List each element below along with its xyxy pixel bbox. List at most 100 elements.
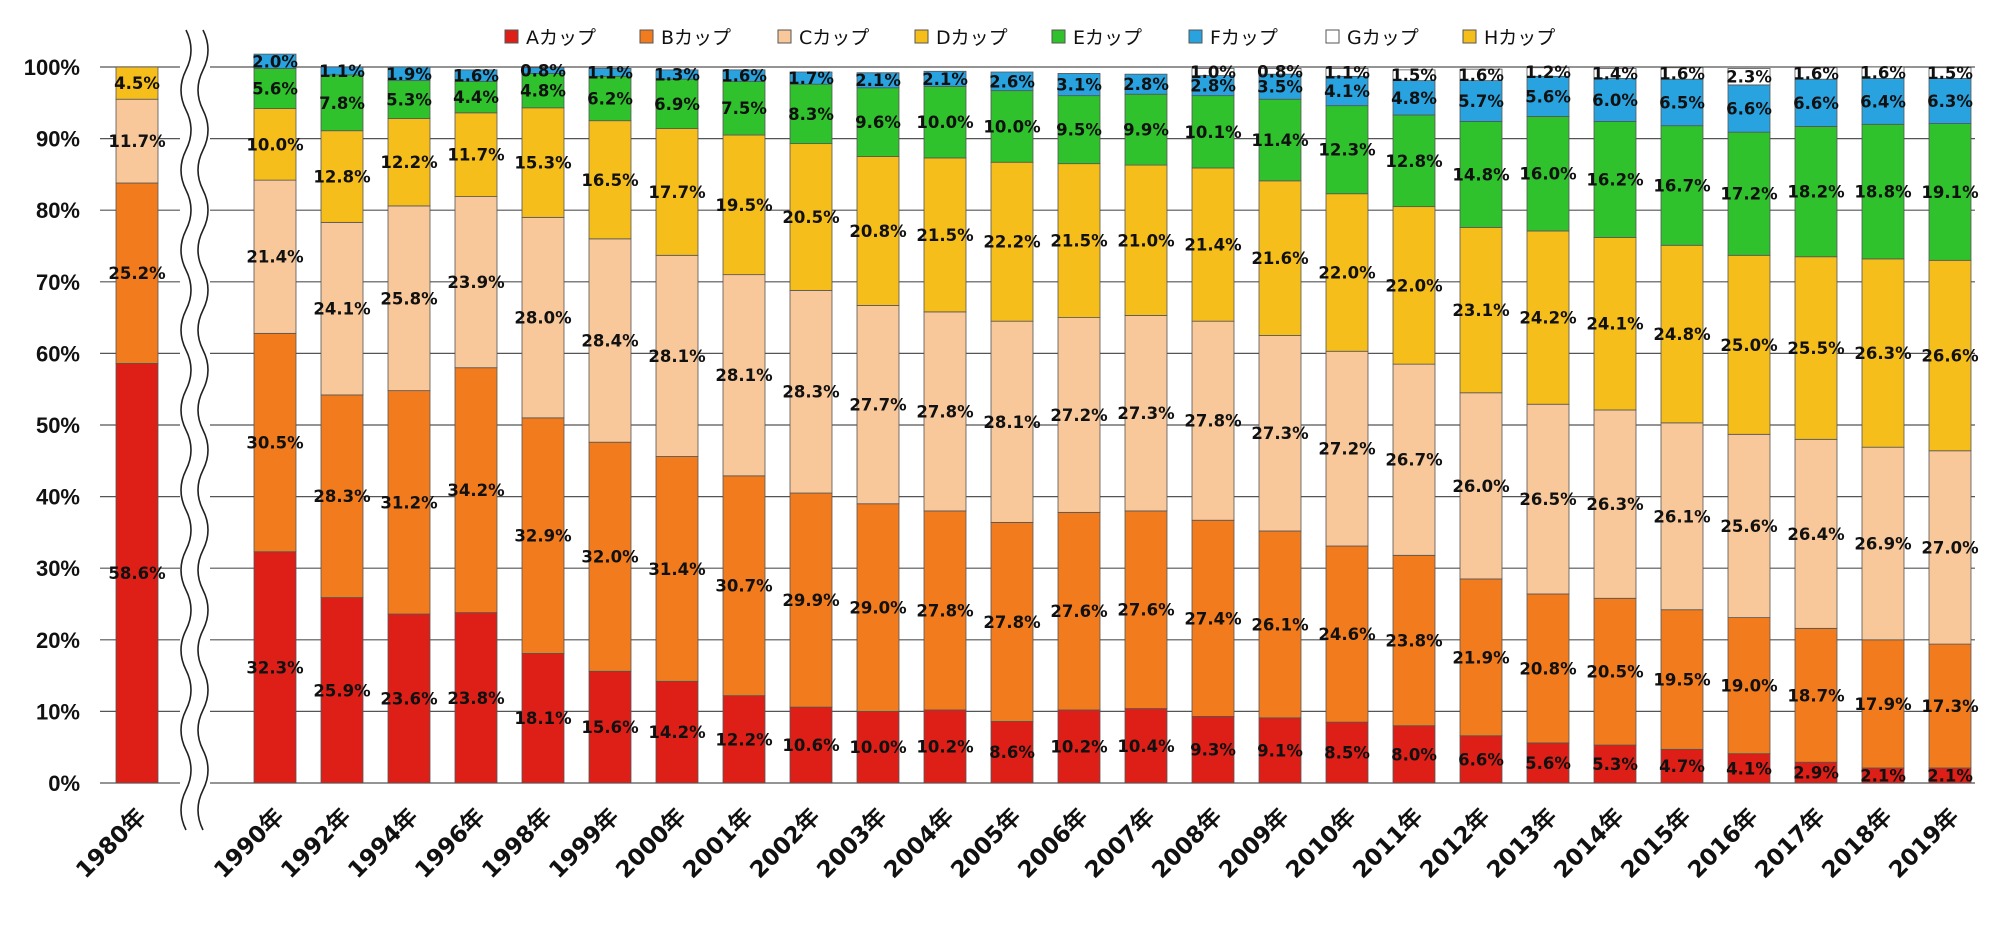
bar-segment [1392,114,1436,208]
bar-segment [253,53,297,69]
data-label: 1.7% [788,69,834,88]
data-label: 24.2% [1519,309,1577,328]
data-label: 28.4% [581,332,639,351]
y-tick-label: 0% [48,771,80,796]
x-tick-label: 2012年 [1415,803,1496,884]
bar-segment [1325,105,1369,195]
legend-label: Eカップ [1073,27,1142,49]
data-label: 11.7% [447,146,505,165]
bar-segment [115,182,159,364]
data-label: 14.8% [1452,165,1510,184]
bar-segment [990,161,1034,322]
bar-segment [1794,438,1838,629]
bar-segment [1526,116,1570,232]
legend-item: Eカップ [1051,27,1142,49]
x-tick-label: 2007年 [1080,803,1161,884]
data-label: 12.3% [1318,141,1376,160]
legend-label: Cカップ [799,27,869,49]
bar-segment [1593,744,1637,784]
bar-segment [789,83,833,145]
bar-segment [387,118,431,207]
data-label: 8.0% [1391,745,1437,764]
data-label: 29.0% [849,599,907,618]
bar-segment [990,320,1034,523]
y-tick-label: 10% [36,699,80,724]
axis-break-line [197,29,209,831]
bar-segment [1325,68,1369,77]
bar-segment [1392,69,1436,82]
x-tick-label: 2014年 [1549,803,1630,884]
bar-segment [1258,717,1302,784]
bar-segment [1526,593,1570,744]
data-label: 27.8% [1184,412,1242,431]
bar-segment [1191,68,1235,76]
data-label: 20.8% [1519,659,1577,678]
data-label: 19.5% [1653,671,1711,690]
y-tick-label: 70% [36,270,80,295]
bar-segment [722,695,766,784]
data-label: 10.1% [1184,123,1242,142]
data-label: 4.5% [114,74,160,93]
data-label: 27.7% [849,396,907,415]
legend-item: Dカップ [914,27,1008,49]
data-label: 32.3% [246,658,304,677]
legend-item: Bカップ [639,27,731,49]
data-label: 1.6% [1793,64,1839,83]
bar-segment [1660,609,1704,750]
x-tick-label: 2011年 [1348,803,1429,884]
bar-segment [1928,78,1972,124]
data-label: 4.8% [520,82,566,101]
legend-item: Aカップ [504,27,596,49]
bar-segment [655,78,699,129]
bar-segment [1191,320,1235,521]
bar-segment [1727,433,1771,619]
data-label: 21.0% [1117,231,1175,250]
x-tick-label: 2013年 [1482,803,1563,884]
bar-segment [1325,75,1369,107]
bar-segment [990,71,1034,92]
bar-segment [990,90,1034,163]
data-label: 10.6% [782,736,840,755]
data-label: 1.5% [1927,64,1973,83]
data-label: 1.4% [1592,64,1638,83]
bar-segment [1325,350,1369,547]
data-label: 7.8% [319,94,365,113]
bar-segment [1660,125,1704,246]
legend-swatch [777,29,792,44]
data-label: 6.4% [1860,92,1906,111]
data-label: 20.5% [782,208,840,227]
data-label: 25.5% [1787,339,1845,358]
data-label: 11.4% [1251,131,1309,150]
bar-segment [1727,131,1771,256]
bar-segment [387,205,431,392]
data-label: 27.0% [1921,538,1979,557]
bar-segment [1928,67,1972,79]
bar-segment [1057,511,1101,711]
data-label: 27.3% [1117,404,1175,423]
x-tick-label: 2000年 [611,803,692,884]
data-label: 18.7% [1787,686,1845,705]
bar-segment [1593,78,1637,122]
data-label: 6.6% [1726,100,1772,119]
bar-segment [1057,163,1101,319]
data-label: 26.6% [1921,347,1979,366]
bar-segment [387,613,431,784]
legend-label: Bカップ [661,27,731,49]
bar-segment [1459,226,1503,394]
bar-segment [1057,73,1101,97]
data-label: 24.8% [1653,325,1711,344]
bar-segment [454,367,498,613]
x-tick-label: 2008年 [1147,803,1228,884]
data-label: 2.1% [855,71,901,90]
legend-swatch [1051,29,1066,44]
data-label: 28.1% [648,347,706,366]
bar-segment [115,66,159,100]
data-label: 16.5% [581,171,639,190]
data-label: 1.6% [721,67,767,86]
data-label: 6.6% [1793,94,1839,113]
bar-segment [253,108,297,181]
data-label: 11.7% [108,132,166,151]
data-label: 1.9% [386,65,432,84]
y-tick-label: 80% [36,198,80,223]
